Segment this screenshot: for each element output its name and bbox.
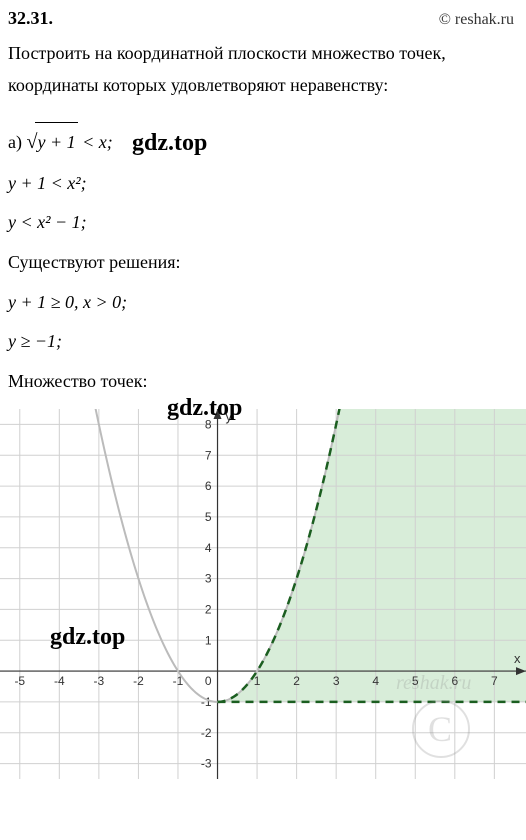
svg-text:-2: -2 — [201, 726, 212, 740]
reshak-watermark-icon: reshak.ru C — [386, 669, 506, 769]
svg-text:-3: -3 — [201, 757, 212, 771]
site-link: © reshak.ru — [439, 11, 514, 29]
instruction-line-2: координаты которых удовлетворяют неравен… — [8, 69, 518, 101]
svg-text:-3: -3 — [94, 674, 105, 688]
part-label: а) — [8, 132, 22, 152]
expr-4: y + 1 ≥ 0, x > 0; — [8, 283, 518, 323]
expr-5: y ≥ −1; — [8, 322, 518, 362]
svg-text:6: 6 — [205, 479, 212, 493]
problem-number: 32.31. — [8, 8, 53, 29]
svg-text:-5: -5 — [14, 674, 25, 688]
svg-text:-4: -4 — [54, 674, 65, 688]
svg-text:3: 3 — [205, 572, 212, 586]
expr-3: y < x² − 1; — [8, 203, 518, 243]
svg-text:C: C — [428, 709, 452, 749]
chart-container: -5-4-3-2-11234567-3-2-1123456780xy gdz.t… — [0, 409, 526, 779]
svg-text:2: 2 — [205, 603, 212, 617]
set-label-text: Множество точек: — [8, 371, 148, 391]
math-section: а) √ y + 1 < x; gdz.top y + 1 < x²; y < … — [0, 120, 526, 402]
sqrt-content: y + 1 — [35, 122, 77, 163]
svg-text:3: 3 — [333, 674, 340, 688]
sqrt-expr: √ y + 1 — [26, 120, 77, 164]
svg-text:y: y — [226, 409, 233, 424]
svg-text:4: 4 — [372, 674, 379, 688]
expr-1-rhs: < x; — [82, 132, 113, 152]
expr-2: y + 1 < x²; — [8, 164, 518, 204]
solutions-label: Существуют решения: — [8, 243, 518, 283]
svg-text:0: 0 — [205, 674, 212, 688]
svg-text:8: 8 — [205, 418, 212, 432]
problem-instruction: Построить на координатной плоскости множ… — [0, 33, 526, 110]
svg-text:4: 4 — [205, 541, 212, 555]
instruction-line-1: Построить на координатной плоскости множ… — [8, 37, 518, 69]
svg-text:7: 7 — [205, 449, 212, 463]
svg-text:5: 5 — [205, 510, 212, 524]
svg-text:-2: -2 — [133, 674, 144, 688]
svg-text:reshak.ru: reshak.ru — [396, 672, 471, 694]
set-label: Множество точек: — [8, 362, 148, 402]
svg-text:1: 1 — [205, 634, 212, 648]
expr-1: а) √ y + 1 < x; — [8, 120, 518, 164]
svg-text:2: 2 — [293, 674, 300, 688]
svg-text:x: x — [514, 651, 521, 666]
